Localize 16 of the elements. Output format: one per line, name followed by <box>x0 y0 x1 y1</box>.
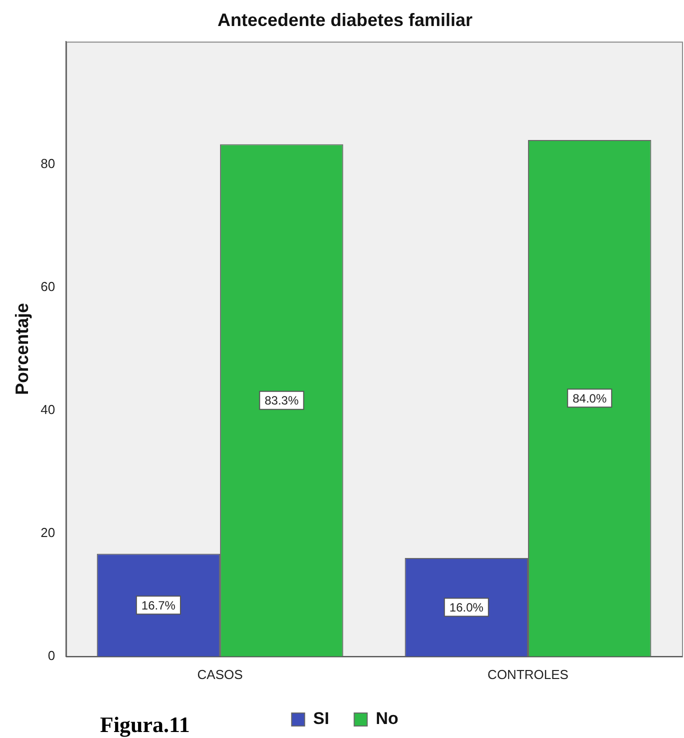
x-tick-label: CASOS <box>197 666 244 682</box>
chart-title: Antecedente diabetes familiar <box>217 10 473 30</box>
data-label: 84.0% <box>572 391 607 406</box>
data-label: 83.3% <box>264 394 299 408</box>
x-tick-label: CONTROLES <box>488 666 569 682</box>
y-tick-label: 40 <box>40 402 56 418</box>
y-axis-title: Porcentaje <box>12 302 32 396</box>
data-label: 16.0% <box>449 600 484 615</box>
y-tick-label: 80 <box>40 156 56 172</box>
y-tick-label: 0 <box>48 648 56 663</box>
y-tick-label: 60 <box>40 279 56 294</box>
y-tick-label: 20 <box>40 525 56 540</box>
legend-label: SI <box>313 709 330 728</box>
data-label: 16.7% <box>141 598 176 612</box>
legend-label: No <box>376 709 398 728</box>
text: Figura.11 <box>100 712 190 738</box>
